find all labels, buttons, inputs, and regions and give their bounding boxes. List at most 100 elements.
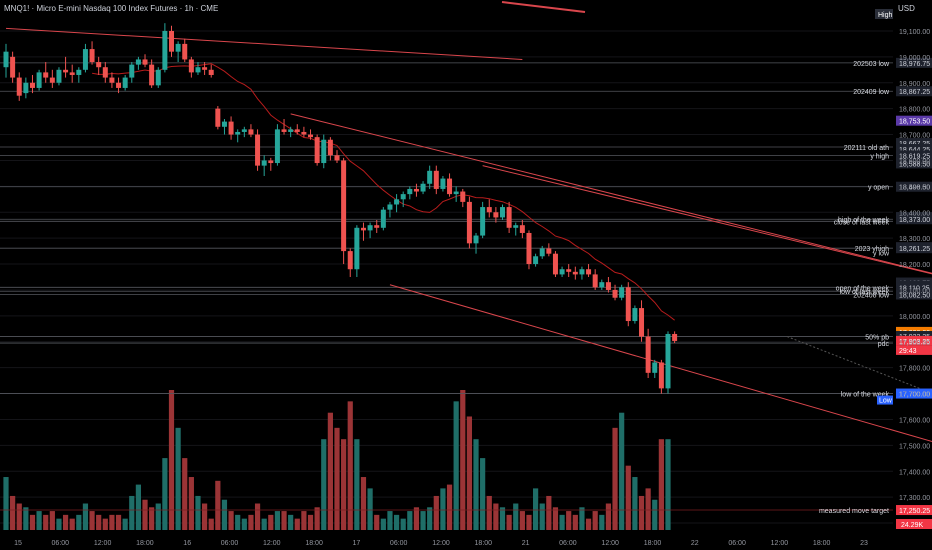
volume-bar <box>493 503 499 530</box>
time-tick-label: 06:00 <box>728 540 746 547</box>
candle-body <box>546 248 552 254</box>
volume-bar <box>513 503 519 530</box>
candle-body <box>89 49 95 63</box>
volume-bar <box>559 514 565 530</box>
candle-body <box>413 188 419 192</box>
candle-body <box>135 59 141 65</box>
volume-bar <box>566 511 572 530</box>
volume-bar <box>499 507 506 530</box>
volume-bar <box>585 518 592 530</box>
candle-body <box>10 56 16 78</box>
volume-bar <box>526 514 532 530</box>
candle-body <box>380 209 386 228</box>
price-tick-label: 19,000.00 <box>899 55 930 62</box>
candle-body <box>605 282 611 290</box>
volume-bar <box>43 514 49 530</box>
volume-bar <box>129 495 135 530</box>
price-badge <box>896 138 932 149</box>
time-tick-label: 12:00 <box>432 540 450 547</box>
trendline <box>290 113 932 274</box>
candle-body <box>82 49 88 70</box>
price-badge <box>896 115 932 126</box>
time-tick-label: 18:00 <box>305 540 323 547</box>
level-label: measured move target <box>819 508 889 515</box>
candle-body <box>301 131 307 135</box>
candle-body <box>559 269 565 275</box>
candle-body <box>76 69 82 75</box>
candle-body <box>486 207 492 213</box>
level-label: low of last week <box>840 289 890 296</box>
candle-body <box>460 191 466 202</box>
candle-body <box>519 225 525 233</box>
volume-bar <box>195 495 201 530</box>
price-badge-text: 18,498.50 <box>899 185 930 192</box>
high-badge <box>875 9 893 19</box>
level-label: y high <box>870 153 889 160</box>
price-badge <box>896 143 932 154</box>
time-tick-label: 22 <box>691 540 699 547</box>
candle-body <box>162 30 168 70</box>
volume-bar <box>288 514 294 530</box>
price-axis: 19,100.00 19,000.00 18,900.00 18,800.00 18,7… <box>896 29 932 529</box>
candle-body <box>572 271 578 275</box>
price-badge <box>896 150 932 161</box>
candle-body <box>599 282 605 288</box>
volume-bar <box>96 514 102 530</box>
moving-average-line <box>92 63 675 321</box>
candle-body <box>208 69 214 75</box>
volume-bar <box>76 514 82 530</box>
candle-body <box>354 227 360 270</box>
volume-bar <box>327 412 333 530</box>
currency-label[interactable]: USD <box>898 4 915 13</box>
time-tick-label: 18:00 <box>136 540 154 547</box>
candle-body <box>347 251 353 270</box>
price-badge-text: 17,903.25 <box>899 339 930 346</box>
price-badge-text: 18,976.75 <box>899 61 930 68</box>
price-badge-text: 18,261.25 <box>899 246 930 253</box>
candle-body <box>500 207 505 218</box>
candle-body <box>420 183 426 192</box>
level-label: pdc <box>878 341 890 348</box>
price-badge-text: 18,619.25 <box>899 153 930 160</box>
volume-bar <box>407 511 413 530</box>
price-badge <box>896 57 932 68</box>
candle-body <box>102 67 108 78</box>
volume-bar <box>380 518 386 530</box>
time-tick-label: 12:00 <box>771 540 789 547</box>
candle-body <box>672 333 678 341</box>
candle-body <box>360 227 366 231</box>
price-tick-label: 18,700.00 <box>899 133 930 140</box>
price-tick-label: 17,900.00 <box>899 340 930 347</box>
price-tick-label: 18,300.00 <box>899 236 930 243</box>
trendlines <box>5 1 932 443</box>
price-badge-text: 18,373.00 <box>899 217 930 224</box>
candle-body <box>261 160 267 166</box>
price-tick-label: 17,800.00 <box>899 366 930 373</box>
candle-body <box>586 269 592 275</box>
volume-bar <box>168 390 175 530</box>
volume-bar <box>632 477 638 530</box>
trendline <box>5 27 523 60</box>
volume-bar <box>427 507 433 530</box>
candle-body <box>665 333 671 389</box>
candle-body <box>63 69 69 73</box>
candle-body <box>96 62 102 68</box>
candle-body <box>473 235 479 244</box>
candle-body <box>235 131 241 135</box>
volume-bar <box>625 465 631 530</box>
price-badge-text: 18,753.50 <box>899 119 930 126</box>
candle-body <box>288 129 294 132</box>
time-tick-label: 21 <box>522 540 530 547</box>
candle-body <box>142 59 148 65</box>
candle-body <box>447 178 453 195</box>
candle-body <box>367 225 373 231</box>
volume-bar <box>321 439 327 530</box>
time-tick-label: 12:00 <box>263 540 281 547</box>
trendline <box>482 165 932 275</box>
candle-body <box>625 287 631 322</box>
volume-bar <box>612 427 618 530</box>
volume-bar <box>307 514 314 530</box>
price-tick-label: 18,000.00 <box>899 314 930 321</box>
price-badge <box>896 289 932 300</box>
